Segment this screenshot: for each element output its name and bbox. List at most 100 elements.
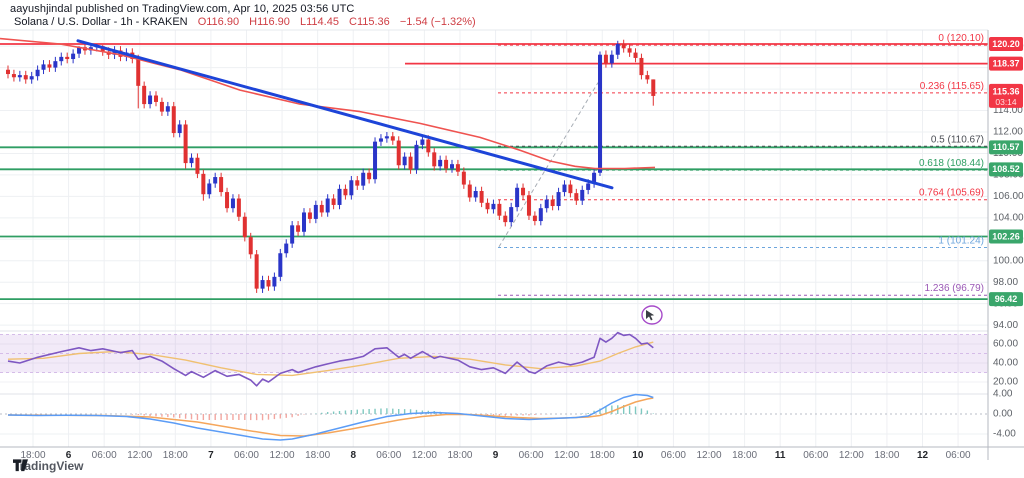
trendline-layer[interactable] [76,39,614,190]
candle-down [307,212,312,219]
axes-frame [0,30,1024,460]
downtrend-line[interactable] [76,39,614,190]
measure-layer[interactable] [498,82,599,248]
time-tick-day: 9 [493,450,499,461]
time-tick-hour: 12:00 [839,450,864,461]
candle-down [479,191,484,203]
price-chip-text: 118.37 [992,59,1019,69]
candle-up [609,54,614,64]
candle-down [432,152,437,167]
candle-up [313,204,318,219]
candle-down [171,106,176,134]
time-tick-day: 10 [632,450,644,461]
price-chip-text: 110.57 [992,142,1019,152]
time-tick-hour: 12:00 [412,450,437,461]
price-chip-108.52 [989,162,1023,177]
time-tick-hour: 06:00 [234,450,259,461]
candle-up [230,198,235,209]
candle-down [603,54,608,64]
rsi-band [0,334,988,373]
candle-up [290,225,295,244]
candle-up [165,106,170,112]
horizontal-level-lines[interactable] [0,43,988,301]
candle-up [112,50,117,55]
candle-down [574,193,579,201]
candle-down [254,254,259,289]
candle-up [598,54,602,173]
candle-down [248,237,253,255]
countdown-text: 03:14 [995,97,1017,107]
price-tick-label: 60.00 [993,339,1018,350]
ohlc-open: O116.90 [197,16,240,28]
time-axis[interactable]: 18:00 6 06:00 12:00 18:00 7 06:00 12:00 18:00 8 06… [20,450,971,461]
candle-down [47,64,52,68]
ma-layer [0,37,656,170]
price-tick-label: 98.00 [993,277,1018,288]
time-tick-day: 7 [208,450,214,461]
tradingview-logo-icon [13,459,28,472]
candle-up [562,184,567,193]
candle-up [373,141,378,180]
chart-legend: Solana / U.S. Dollar - 1h - KRAKEN O116.… [14,16,476,28]
candle-down [201,173,206,195]
rsi-ma-line [7,341,654,377]
price-tick-label: 104.00 [993,212,1024,223]
candle-up [17,75,22,78]
ellipse-annotation[interactable] [641,305,663,325]
fib-retracement[interactable]: 0 (120.10) 0.236 (115.65) 0.5 (110.67) 0.61… [498,33,988,296]
price-chip-118.37 [989,56,1023,71]
candle-down [521,187,526,196]
candle-up [586,183,591,190]
grid-lines [0,29,988,447]
candle-up [384,136,389,139]
candle-down [296,225,301,232]
candle-down [503,215,508,223]
candle-down [11,74,16,78]
candle-up [278,253,283,277]
time-tick-hour: 18:00 [732,450,757,461]
candle-down [426,139,431,153]
candle-up [213,177,218,184]
time-tick-hour: 06:00 [946,450,971,461]
candle-down [331,198,336,205]
candle-down [444,159,449,169]
time-tick-hour: 06:00 [661,450,686,461]
time-tick-hour: 18:00 [305,450,330,461]
candle-up [349,180,354,196]
price-tick-label: 100.00 [993,255,1024,266]
drawn-ellipse[interactable] [641,305,663,325]
candle-down [485,202,490,210]
candle-up [35,69,40,77]
candle-up [580,189,585,201]
rsi-line [7,331,654,387]
measure-trend-dashed-line[interactable] [498,82,599,248]
candle-up [59,56,64,62]
candle-up [177,124,182,134]
candle-up [402,156,407,166]
candle-down [633,52,638,58]
candle-up [41,64,46,70]
candle-up [491,203,496,210]
price-axis[interactable]: 120.00118.00116.00114.00112.00110.00108.… [989,37,1024,440]
candle-down [65,56,70,60]
candle-down [455,164,460,172]
macd-indicator [0,393,988,441]
candle-down [390,136,395,141]
panel-separators [0,330,988,395]
time-tick-hour: 12:00 [127,450,152,461]
candle-down [396,140,401,166]
macd-line [7,393,654,441]
symbol-title: Solana / U.S. Dollar - 1h - KRAKEN [14,16,188,28]
candle-up [420,139,425,145]
candle-down [355,180,360,186]
price-chip-102.26 [989,229,1023,244]
time-tick-hour: 18:00 [163,450,188,461]
price-chip-text: 115.36 [992,86,1019,96]
candle-up [207,183,212,195]
time-tick-day: 6 [66,450,72,461]
candle-up [515,187,520,208]
time-tick-hour: 12:00 [270,450,295,461]
candle-down [467,184,472,198]
candle-down [236,198,241,217]
